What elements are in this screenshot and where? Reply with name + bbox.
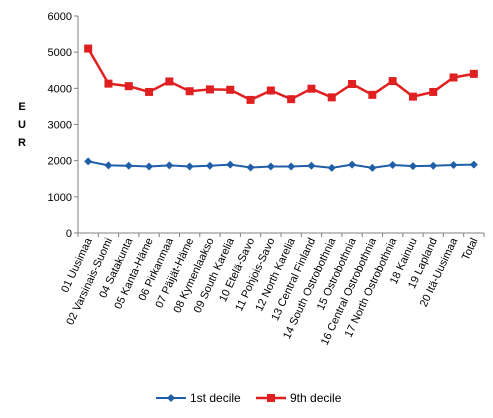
data-point: [205, 161, 214, 170]
data-point: [246, 95, 255, 104]
data-point: [307, 84, 316, 93]
data-point: [145, 87, 154, 96]
y-tick-label: 0: [66, 228, 72, 240]
y-tick-label: 3000: [48, 120, 72, 132]
data-point: [327, 93, 336, 102]
data-point: [327, 163, 336, 172]
y-tick-label: 2000: [48, 156, 72, 168]
y-tick-label: 4000: [48, 83, 72, 95]
legend-label: 1st decile: [190, 391, 241, 405]
x-tick-label: Total: [460, 236, 481, 262]
data-point: [307, 161, 316, 170]
data-point: [246, 163, 255, 172]
data-point: [429, 87, 438, 96]
data-point: [449, 73, 458, 82]
y-tick-label: 5000: [48, 47, 72, 59]
data-point: [266, 86, 275, 95]
data-point: [185, 162, 194, 171]
data-point: [165, 77, 174, 86]
series-1: [84, 157, 478, 172]
data-point: [165, 161, 174, 170]
data-point: [266, 162, 275, 171]
data-point: [226, 160, 235, 169]
series-layer: [84, 44, 478, 172]
data-point: [348, 160, 357, 169]
legend: 1st decile 9th decile: [156, 391, 342, 405]
data-point: [104, 161, 113, 170]
data-point: [469, 69, 478, 78]
data-point: [124, 82, 133, 91]
legend-item: 1st decile: [156, 391, 241, 405]
data-point: [469, 160, 478, 169]
data-point: [185, 87, 194, 96]
series-2: [84, 44, 478, 104]
data-point: [408, 92, 417, 101]
data-point: [388, 161, 397, 170]
legend-item: 9th decile: [256, 391, 342, 405]
data-point: [287, 162, 296, 171]
data-point: [84, 157, 93, 166]
data-point: [348, 79, 357, 88]
data-point: [429, 161, 438, 170]
data-point: [84, 44, 93, 53]
data-point: [408, 162, 417, 171]
axes: [77, 16, 484, 234]
data-point: [226, 85, 235, 94]
data-point: [145, 162, 154, 171]
data-point: [104, 79, 113, 88]
data-point: [205, 85, 214, 94]
data-point: [368, 163, 377, 172]
data-point: [368, 90, 377, 99]
data-point: [124, 161, 133, 170]
legend-label: 9th decile: [290, 391, 342, 405]
data-point: [388, 77, 397, 86]
legend-swatch-marker: [267, 394, 275, 402]
y-axis-ticks: 0 1000 2000 3000 4000 5000 6000: [48, 11, 78, 240]
y-tick-label: 6000: [48, 11, 72, 23]
legend-swatch-marker: [167, 394, 175, 402]
data-point: [287, 95, 296, 104]
y-tick-label: 1000: [48, 192, 72, 204]
data-point: [449, 161, 458, 170]
